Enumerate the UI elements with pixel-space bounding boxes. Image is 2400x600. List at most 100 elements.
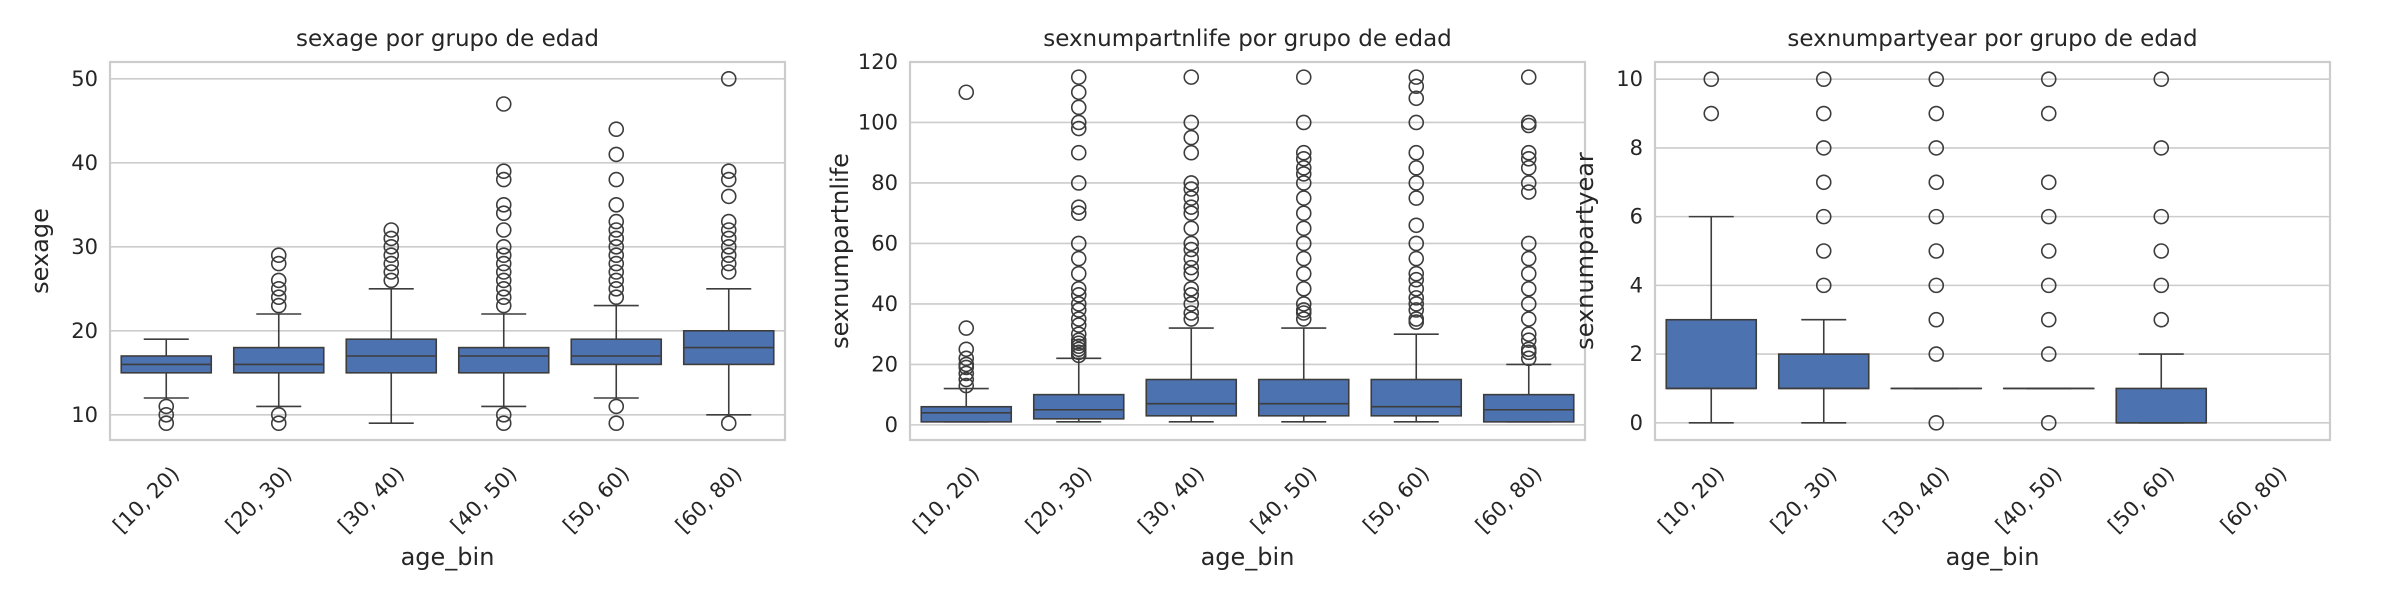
- outlier-point: [1815, 208, 1832, 225]
- outlier-point: [158, 415, 175, 432]
- outlier-point: [608, 289, 625, 306]
- outlier-point: [720, 239, 737, 255]
- outlier-point: [1183, 144, 1200, 161]
- outlier-point: [608, 146, 625, 163]
- outlier-point: [608, 255, 625, 272]
- y-tick-label: 120: [858, 50, 898, 74]
- x-axis-label: age_bin: [1946, 543, 2040, 571]
- outlier-point: [1183, 287, 1200, 303]
- outlier-point: [1183, 114, 1200, 131]
- outlier-point: [1520, 175, 1537, 191]
- outlier-point: [608, 264, 625, 280]
- outlier-point: [1520, 114, 1537, 131]
- outlier-point: [1408, 296, 1425, 312]
- x-tick-label: [30, 40): [1133, 462, 1209, 538]
- outlier-point: [958, 365, 975, 382]
- outlier-point: [383, 255, 400, 272]
- outlier-point: [1408, 271, 1425, 288]
- outlier-point: [1295, 302, 1312, 318]
- outlier-point: [1520, 144, 1537, 161]
- outlier-point: [1408, 160, 1425, 176]
- outlier-point: [1070, 84, 1087, 101]
- outlier-point: [1070, 326, 1087, 342]
- outlier-point: [1408, 190, 1425, 206]
- outlier-point: [958, 341, 975, 358]
- chart-panel-0: 10 20 30 40 50 [10, 20) [20, 30) [30, 40) [40, 5…: [26, 26, 787, 571]
- outlier-point: [1520, 69, 1537, 85]
- outlier-point: [1928, 415, 1945, 431]
- outlier-point: [1070, 120, 1087, 137]
- y-tick-label: 100: [858, 110, 898, 134]
- outlier-point: [1070, 114, 1087, 131]
- outlier-point: [1520, 280, 1537, 297]
- plot-frame: [908, 60, 1587, 442]
- box-iqr: [1032, 393, 1125, 420]
- x-tick-label: [40, 50): [446, 462, 522, 538]
- outlier-point: [1183, 235, 1200, 252]
- outlier-point: [495, 197, 512, 213]
- outlier-point: [720, 71, 737, 87]
- outlier-point: [1815, 140, 1832, 156]
- outlier-point: [608, 121, 625, 137]
- y-tick-label: 30: [71, 235, 98, 259]
- outlier-point: [383, 222, 400, 238]
- outlier-point: [270, 415, 287, 432]
- outlier-point: [1070, 317, 1087, 333]
- outlier-point: [1070, 235, 1087, 252]
- y-tick-label: 8: [1630, 136, 1643, 160]
- outlier-point: [720, 171, 737, 188]
- outlier-point: [495, 239, 512, 255]
- x-tick-label: [60, 80): [671, 462, 747, 538]
- outlier-point: [1295, 175, 1312, 191]
- plot-frame: [1653, 60, 2332, 442]
- box-iqr: [570, 338, 663, 366]
- outlier-point: [1928, 71, 1945, 87]
- box-1: [1032, 69, 1125, 423]
- box-2: [1145, 69, 1238, 423]
- outlier-point: [1295, 114, 1312, 131]
- outlier-point: [1408, 302, 1425, 318]
- outlier-point: [2040, 277, 2057, 294]
- outlier-point: [1408, 144, 1425, 161]
- x-tick-label: [50, 60): [1358, 462, 1434, 538]
- outlier-point: [495, 171, 512, 188]
- outlier-point: [1183, 220, 1200, 237]
- outlier-point: [1520, 332, 1537, 349]
- outlier-point: [1815, 71, 1832, 87]
- outlier-point: [495, 415, 512, 432]
- outlier-point: [495, 264, 512, 280]
- outlier-point: [1408, 250, 1425, 267]
- outlier-point: [2153, 71, 2170, 87]
- outlier-point: [608, 171, 625, 188]
- outlier-point: [1520, 326, 1537, 342]
- outlier-point: [1408, 78, 1425, 94]
- outlier-point: [1070, 332, 1087, 349]
- box-iqr: [2115, 387, 2208, 424]
- x-tick-label: [40, 50): [1991, 462, 2067, 538]
- outlier-point: [608, 230, 625, 247]
- outlier-point: [495, 222, 512, 238]
- outlier-point: [1183, 296, 1200, 312]
- outlier-point: [720, 230, 737, 247]
- outlier-point: [1408, 265, 1425, 282]
- outlier-point: [1408, 235, 1425, 252]
- box-5: [682, 71, 775, 432]
- outlier-point: [2153, 140, 2170, 156]
- outlier-point: [720, 163, 737, 179]
- box-iqr: [1257, 378, 1350, 417]
- outlier-point: [608, 247, 625, 263]
- outlier-point: [1295, 144, 1312, 161]
- outlier-point: [1183, 205, 1200, 221]
- box-2: [345, 222, 438, 425]
- outlier-point: [270, 297, 287, 314]
- outlier-point: [1070, 311, 1087, 327]
- outlier-point: [383, 247, 400, 263]
- outlier-point: [383, 239, 400, 255]
- outlier-point: [1295, 220, 1312, 237]
- outlier-point: [1815, 105, 1832, 122]
- outlier-point: [1070, 250, 1087, 267]
- outlier-point: [1408, 69, 1425, 85]
- outlier-point: [495, 289, 512, 306]
- outlier-point: [958, 320, 975, 336]
